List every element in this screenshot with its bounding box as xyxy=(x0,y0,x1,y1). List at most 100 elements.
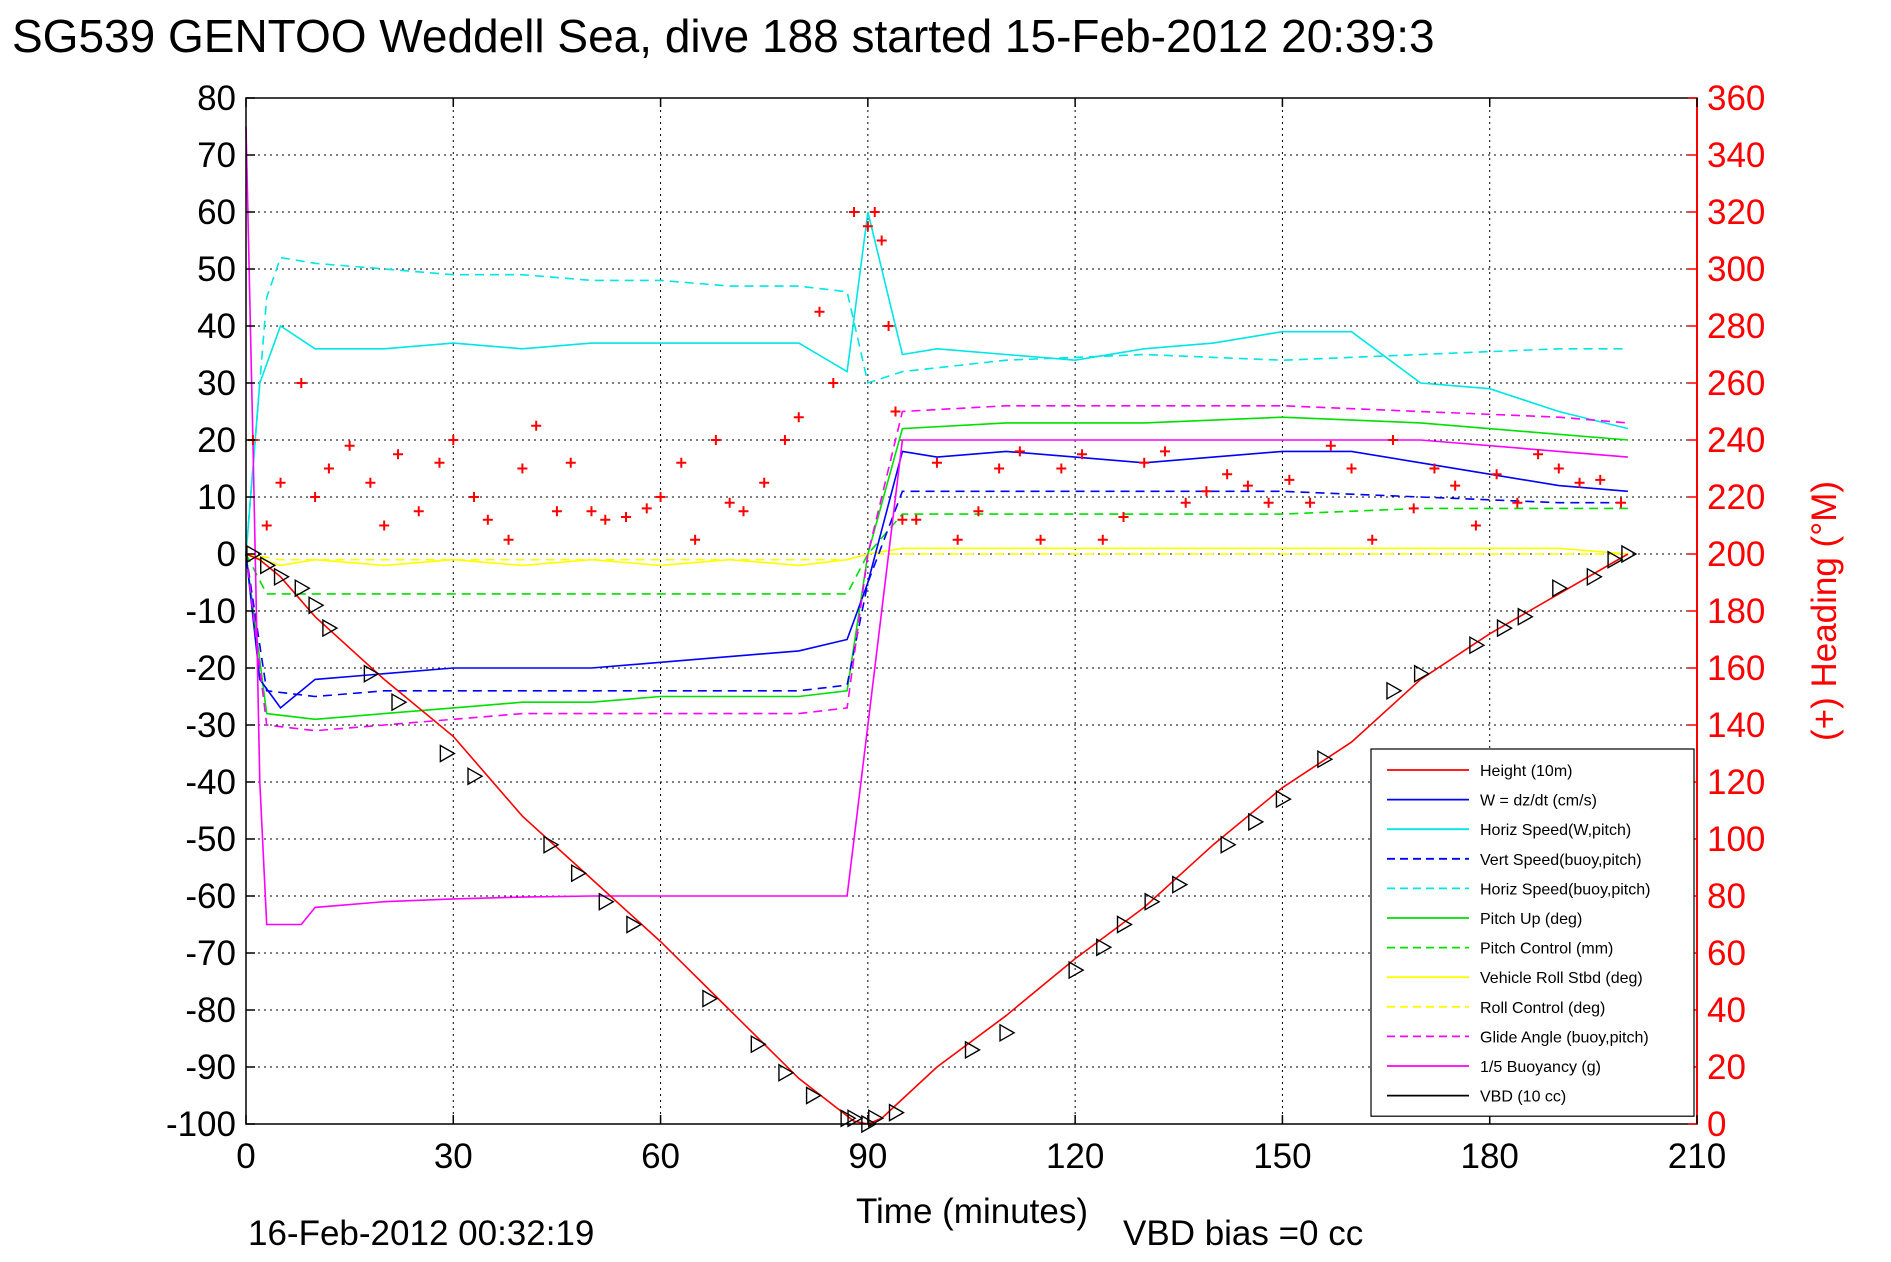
legend-entry-label: W = dz/dt (cm/s) xyxy=(1480,793,1597,810)
heading-point xyxy=(759,477,770,488)
heading-point xyxy=(793,412,804,423)
y-tick-label: -20 xyxy=(185,649,236,688)
heading-point xyxy=(1284,474,1295,485)
heading-point xyxy=(1035,534,1046,545)
heading-point xyxy=(952,534,963,545)
depth-marker xyxy=(1096,938,1113,957)
y-tick-label: 0 xyxy=(217,535,236,574)
heading-point xyxy=(890,406,901,417)
x-tick-label: 120 xyxy=(1046,1137,1104,1176)
series-line-10 xyxy=(245,126,1628,926)
legend-entry-label: 1/5 Buoyancy (g) xyxy=(1480,1059,1601,1076)
heading-point xyxy=(1616,497,1626,508)
heading-point xyxy=(828,378,839,388)
series-line-5 xyxy=(245,416,1628,721)
depth-marker xyxy=(1517,607,1534,626)
depth-marker xyxy=(1386,681,1403,701)
footer-timestamp: 16-Feb-2012 00:32:19 xyxy=(248,1214,594,1253)
depth-marker xyxy=(805,1086,822,1105)
depth-marker xyxy=(294,578,311,598)
heading-point xyxy=(296,378,307,388)
heading-point xyxy=(994,463,1005,474)
y-tick-label: -50 xyxy=(185,820,236,859)
y-tick-label: -30 xyxy=(185,706,236,745)
heading-point xyxy=(869,207,880,217)
x-tick-label: 30 xyxy=(434,1137,473,1176)
heading-point xyxy=(531,420,542,431)
x-tick-label: 180 xyxy=(1461,1137,1519,1176)
heading-point xyxy=(849,207,860,217)
heading-point xyxy=(393,449,404,460)
heading-point xyxy=(724,497,735,508)
heading-point xyxy=(876,235,887,246)
depth-marker xyxy=(1413,664,1431,683)
heading-point xyxy=(551,506,562,517)
legend-entry-label: Vert Speed(buoy,pitch) xyxy=(1480,852,1642,869)
right-tick-label: 240 xyxy=(1707,421,1765,460)
heading-point xyxy=(1450,480,1461,491)
heading-point xyxy=(779,435,790,445)
y-tick-label: -100 xyxy=(166,1105,236,1144)
depth-marker xyxy=(1621,544,1638,564)
left-axis: 80 70 60 50 40 30 20 10 0 -10 -20 -30 -40 -50 -60 -70 -8… xyxy=(166,79,255,1144)
depth-marker xyxy=(1116,915,1133,934)
depth-marker xyxy=(702,989,719,1008)
y-tick-label: 40 xyxy=(197,307,236,346)
depth-marker xyxy=(1248,812,1265,832)
x-tick-label: 150 xyxy=(1253,1137,1311,1176)
depth-marker xyxy=(964,1040,981,1060)
x-tick-label: 210 xyxy=(1668,1137,1726,1176)
depth-marker xyxy=(598,892,615,911)
heading-point xyxy=(261,520,272,531)
right-axis-label: (+) Heading (°M) xyxy=(1805,481,1844,741)
heading-point xyxy=(1118,511,1129,522)
y-tick-label: -10 xyxy=(185,592,236,631)
heading-point xyxy=(676,457,687,468)
heading-point xyxy=(1056,463,1067,474)
x-tick-label: 90 xyxy=(848,1137,887,1176)
legend-entry-label: VBD (10 cc) xyxy=(1480,1089,1566,1106)
heading-point xyxy=(1222,469,1233,480)
right-tick-label: 200 xyxy=(1707,535,1765,574)
heading-point xyxy=(482,514,493,525)
legend-entry-label: Horiz Speed(W,pitch) xyxy=(1480,822,1631,839)
right-tick-label: 140 xyxy=(1707,706,1765,745)
right-tick-label: 320 xyxy=(1707,193,1765,232)
heading-point xyxy=(911,514,922,525)
heading-point xyxy=(1201,486,1212,497)
series-line-3 xyxy=(245,490,1628,698)
heading-point xyxy=(738,506,749,517)
depth-marker xyxy=(363,664,380,683)
heading-point xyxy=(1097,534,1108,545)
heading-point xyxy=(310,492,321,502)
x-tick-label: 0 xyxy=(236,1137,255,1176)
heading-point xyxy=(931,457,942,468)
series-line-8 xyxy=(245,553,1628,561)
heading-point xyxy=(641,503,652,514)
depth-marker xyxy=(308,596,325,615)
y-tick-label: 50 xyxy=(197,250,236,289)
right-tick-label: 280 xyxy=(1707,307,1765,346)
chart-title: SG539 GENTOO Weddell Sea, dive 188 start… xyxy=(12,10,1435,62)
depth-marker xyxy=(1144,892,1161,911)
heading-point xyxy=(1180,497,1191,508)
depth-marker xyxy=(260,556,277,575)
heading-point xyxy=(565,457,576,468)
heading-point xyxy=(448,435,459,445)
y-tick-label: 30 xyxy=(197,364,236,403)
heading-point xyxy=(586,506,597,517)
depth-marker xyxy=(467,767,484,786)
heading-point xyxy=(1325,440,1336,451)
heading-point xyxy=(600,514,611,525)
series-line-7 xyxy=(245,547,1628,567)
heading-point xyxy=(275,477,286,488)
heading-point xyxy=(469,492,480,502)
depth-marker xyxy=(847,1109,864,1128)
legend-entry-label: Height (10m) xyxy=(1480,763,1572,780)
heading-point xyxy=(344,440,355,451)
heading-point xyxy=(710,435,721,445)
heading-point xyxy=(690,534,701,545)
right-tick-label: 180 xyxy=(1707,592,1765,631)
heading-point xyxy=(517,463,528,474)
